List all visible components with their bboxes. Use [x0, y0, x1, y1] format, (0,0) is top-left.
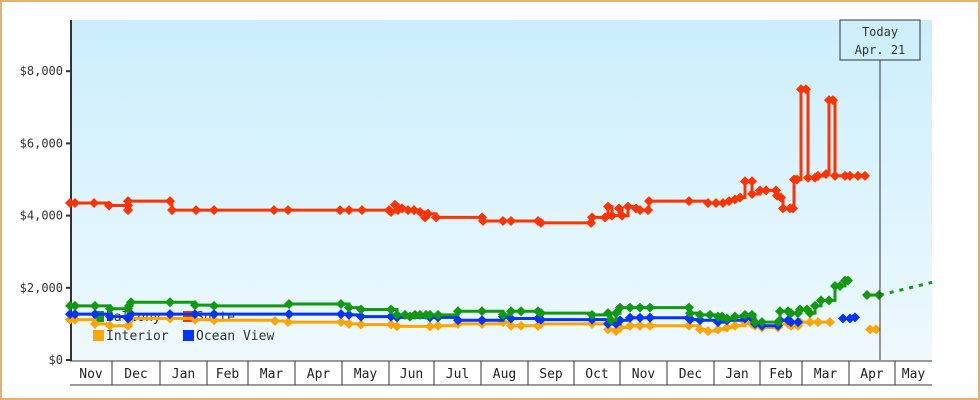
series-layer: [65, 84, 933, 337]
y-tick-label: $8,000: [20, 64, 63, 78]
month-label: Jul: [446, 367, 469, 382]
legend-swatch: [183, 330, 194, 341]
y-tick-label: $2,000: [20, 281, 63, 295]
y-tick-label: $0: [49, 353, 63, 367]
month-label: Mar: [260, 367, 284, 382]
month-label: Mar: [814, 367, 838, 382]
legend-label: Ocean View: [196, 329, 274, 344]
y-tick-label: $4,000: [20, 209, 63, 223]
month-label: Oct: [585, 367, 608, 382]
today-label: Today: [862, 25, 898, 39]
legend-item-ocean-view: Ocean View: [183, 329, 274, 344]
month-label: Jun: [400, 367, 423, 382]
y-axis: $0 $2,000 $4,000 $6,000 $8,000: [20, 20, 72, 367]
legend-swatch: [93, 311, 104, 322]
month-label: Apr: [860, 367, 884, 382]
month-label: Dec: [124, 367, 147, 382]
month-label: Jan: [725, 367, 748, 382]
legend-swatch: [183, 311, 194, 322]
month-label: Jan: [172, 367, 195, 382]
today-box: [839, 19, 921, 61]
legend-item-interior: Interior: [93, 329, 169, 344]
month-label: May: [354, 367, 378, 382]
month-label: Aug: [493, 367, 516, 382]
month-label: Feb: [216, 367, 240, 382]
month-label: May: [902, 367, 926, 382]
legend-swatch: [93, 330, 104, 341]
month-label: Nov: [632, 367, 656, 382]
series-suite: [65, 84, 870, 228]
month-label: Nov: [79, 367, 103, 382]
month-label: Dec: [679, 367, 702, 382]
today-marker: Today Apr. 21: [839, 19, 921, 360]
today-date: Apr. 21: [855, 43, 906, 57]
x-axis-months: Nov Dec Jan Feb Mar Apr May Jun Jul Aug Sep Oct Nov D…: [70, 360, 932, 386]
legend-label: Interior: [106, 329, 169, 344]
month-label: Sep: [539, 367, 563, 382]
y-tick-label: $6,000: [20, 136, 63, 150]
series-balcony: [65, 275, 933, 328]
month-label: Feb: [769, 367, 793, 382]
month-label: Apr: [307, 367, 331, 382]
